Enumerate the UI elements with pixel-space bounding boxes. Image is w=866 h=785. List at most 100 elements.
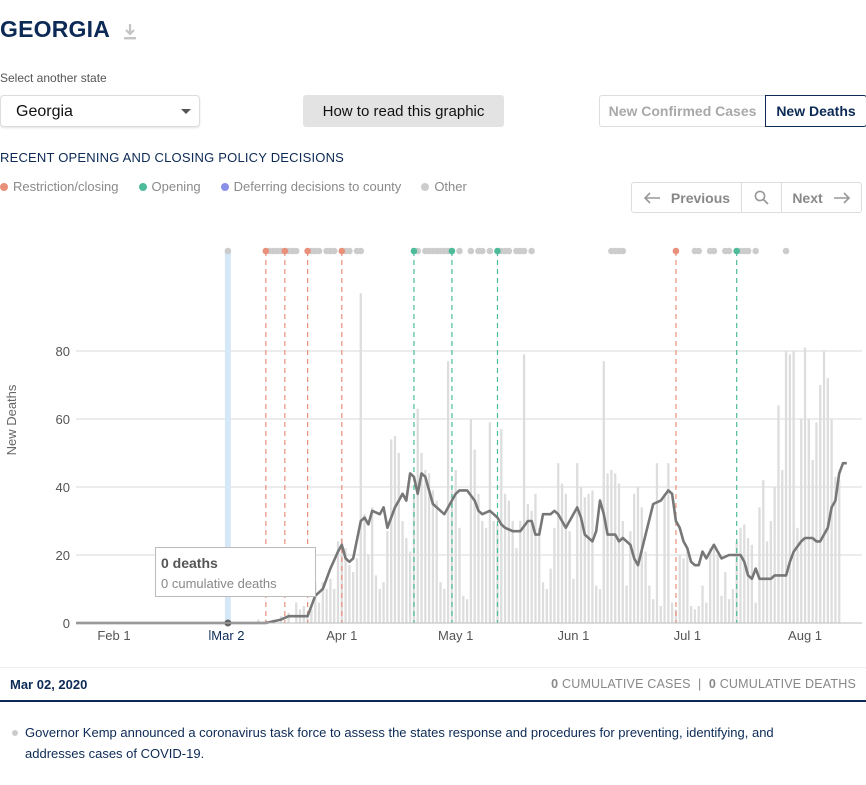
bar bbox=[481, 521, 484, 623]
footer-divider bbox=[0, 700, 866, 702]
bar bbox=[515, 548, 518, 623]
legend-label: Other bbox=[434, 179, 467, 194]
bar bbox=[287, 612, 290, 623]
y-tick-label: 0 bbox=[63, 616, 70, 631]
bar bbox=[454, 470, 457, 623]
policy-dot-other bbox=[744, 247, 752, 255]
bar bbox=[549, 568, 552, 623]
legend-item-deferring: Deferring decisions to county bbox=[220, 179, 401, 194]
policy-legend: Restriction/closing Opening Deferring de… bbox=[0, 179, 487, 194]
bar bbox=[405, 538, 408, 623]
bar bbox=[367, 555, 370, 623]
policy-dot-other bbox=[782, 247, 790, 255]
policy-dot-other bbox=[486, 247, 494, 255]
bar bbox=[595, 585, 598, 623]
bar bbox=[636, 487, 640, 623]
bar bbox=[446, 361, 450, 623]
bar bbox=[363, 514, 366, 623]
bar bbox=[606, 473, 609, 623]
bar bbox=[693, 609, 697, 623]
tooltip-subtitle: 0 cumulative deaths bbox=[161, 576, 277, 591]
bar bbox=[443, 589, 446, 623]
policy-dot bbox=[448, 247, 456, 255]
bar bbox=[314, 582, 317, 623]
bar bbox=[378, 589, 381, 623]
x-tick-label: Apr 1 bbox=[326, 628, 357, 643]
bar bbox=[640, 507, 643, 623]
y-tick-label: 40 bbox=[56, 480, 70, 495]
bar bbox=[822, 351, 826, 623]
bar bbox=[257, 619, 260, 623]
bar bbox=[629, 531, 632, 623]
bar bbox=[336, 541, 340, 623]
x-tick-label: May 1 bbox=[438, 628, 473, 643]
bar bbox=[321, 582, 324, 623]
bar bbox=[727, 599, 731, 623]
bar bbox=[803, 347, 807, 623]
bar bbox=[545, 589, 548, 623]
bar bbox=[340, 538, 343, 623]
how-to-read-button[interactable]: How to read this graphic bbox=[303, 95, 504, 127]
bar bbox=[705, 602, 708, 623]
bar bbox=[579, 487, 583, 623]
bar bbox=[473, 449, 476, 623]
bar bbox=[420, 453, 423, 623]
bar bbox=[762, 480, 765, 623]
bar bbox=[439, 582, 442, 623]
bar bbox=[427, 473, 431, 623]
previous-button[interactable]: Previous bbox=[632, 183, 742, 212]
policy-event-text: Governor Kemp announced a coronavirus ta… bbox=[25, 725, 774, 761]
chevron-down-icon bbox=[181, 109, 191, 114]
bar bbox=[397, 453, 400, 623]
bar bbox=[519, 521, 522, 623]
bar bbox=[781, 470, 784, 623]
cumulative-cases-label: CUMULATIVE CASES bbox=[561, 677, 691, 691]
x-tick-label: Mar 2 bbox=[211, 628, 244, 643]
bar bbox=[355, 558, 359, 623]
cumulative-deaths-count: 0 bbox=[708, 677, 717, 691]
bar bbox=[477, 493, 480, 623]
bar bbox=[484, 527, 488, 623]
bar bbox=[465, 599, 469, 623]
bar bbox=[712, 544, 716, 623]
policy-dot-other bbox=[330, 247, 338, 255]
footer-top-divider bbox=[0, 667, 866, 668]
bar bbox=[431, 490, 435, 623]
metric-toggle: New Confirmed Cases New Deaths bbox=[599, 95, 866, 127]
bar bbox=[834, 476, 837, 623]
policy-dot-other bbox=[505, 247, 513, 255]
deaths-chart: 0 20 40 60 80 Feb 1 Mar 2 Apr 1 May 1 Jun 1 Jul 1 A… bbox=[4, 247, 862, 643]
download-icon[interactable] bbox=[122, 23, 138, 41]
bar bbox=[310, 609, 313, 623]
new-confirmed-cases-button[interactable]: New Confirmed Cases bbox=[599, 95, 765, 127]
policy-dot-other bbox=[695, 247, 703, 255]
policy-dot bbox=[733, 247, 740, 255]
bar bbox=[435, 500, 438, 623]
bar bbox=[602, 361, 605, 623]
next-button[interactable]: Next bbox=[782, 183, 861, 212]
policy-dot bbox=[672, 247, 680, 255]
bar bbox=[598, 589, 602, 623]
new-deaths-button[interactable]: New Deaths bbox=[765, 95, 866, 127]
bar bbox=[621, 521, 624, 623]
x-tick-label: Aug 1 bbox=[788, 628, 822, 643]
bar bbox=[659, 606, 662, 623]
bar bbox=[655, 463, 659, 623]
policy-dot-other bbox=[619, 247, 627, 255]
bar bbox=[625, 585, 628, 623]
state-select[interactable]: Georgia bbox=[0, 95, 200, 127]
bar bbox=[576, 463, 579, 623]
legend-label: Opening bbox=[151, 179, 201, 194]
search-button[interactable] bbox=[742, 183, 782, 212]
bar bbox=[560, 483, 564, 623]
bar bbox=[671, 602, 674, 623]
bar bbox=[773, 487, 776, 623]
policy-dot-other bbox=[520, 247, 528, 255]
daily-bars bbox=[257, 293, 841, 623]
policy-dot bbox=[410, 247, 418, 255]
previous-label: Previous bbox=[670, 189, 731, 206]
bar bbox=[617, 483, 621, 623]
bar bbox=[458, 527, 461, 623]
bar bbox=[739, 527, 742, 623]
bar bbox=[731, 589, 735, 623]
